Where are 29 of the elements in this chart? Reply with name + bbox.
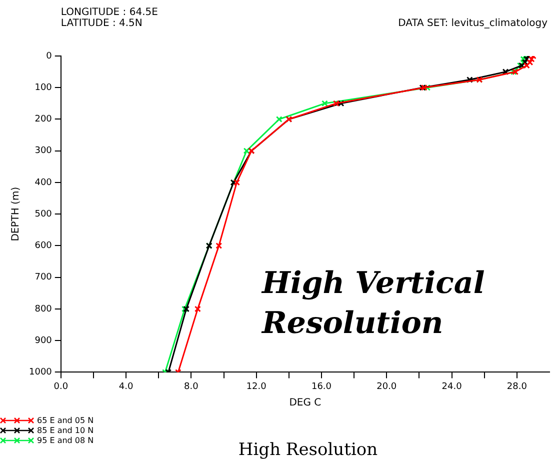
- y-tick-label: 500: [34, 209, 52, 220]
- x-axis-title: DEG C: [289, 398, 322, 409]
- text: DATA SET: levitus_climatology: [398, 18, 548, 29]
- y-tick-label: 600: [34, 241, 52, 252]
- x-tick-label: 8.0: [184, 382, 199, 392]
- y-tick-label: 700: [34, 272, 52, 283]
- text: LONGITUDE : 64.5E: [60, 7, 158, 18]
- y-tick-label: 900: [34, 336, 52, 346]
- y-axis-title: DEPTH (m): [10, 186, 22, 242]
- x-tick-label: 16.0: [311, 382, 332, 392]
- y-tick-label: 400: [34, 178, 52, 188]
- y-tick-label: 0: [46, 51, 52, 62]
- x-tick-label: 4.0: [118, 382, 134, 392]
- x-tick-label: 0.0: [54, 382, 68, 392]
- x-tick-label: 28.0: [506, 382, 528, 392]
- text: High Resolution: [238, 440, 378, 459]
- x-tick-label: 24.0: [442, 382, 462, 392]
- x-tick-label: 12.0: [246, 382, 267, 392]
- x-tick-label: 20.0: [376, 382, 397, 392]
- y-tick-label: 100: [34, 82, 52, 93]
- y-tick-label: 800: [34, 304, 52, 314]
- legend-label: 85 E and 10 N: [37, 426, 94, 434]
- y-tick-label: 200: [34, 114, 52, 125]
- y-tick-label: 1000: [29, 368, 52, 378]
- legend-label: 95 E and 08 N: [37, 436, 94, 444]
- annotation: High Vertical Resolution: [261, 266, 485, 341]
- text: LATITUDE : 4.5N: [60, 18, 142, 29]
- y-tick-label: 300: [34, 146, 52, 156]
- legend-label: 65 E and 05 N: [37, 416, 94, 424]
